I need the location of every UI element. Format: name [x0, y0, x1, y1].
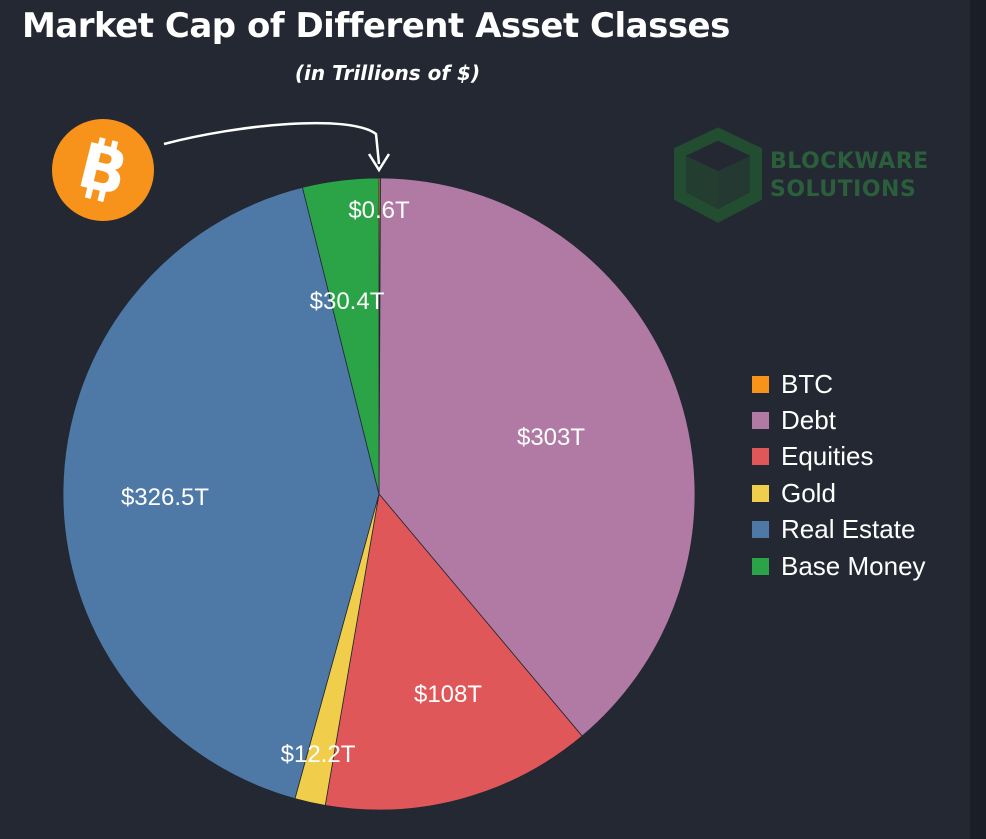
legend-item-base-money: Base Money: [752, 548, 926, 584]
pie-slice-base-money: [301, 177, 380, 495]
bitcoin-icon: B: [52, 119, 154, 221]
blockware-logo-text: BLOCKWARE SOLUTIONS: [770, 148, 929, 204]
legend-swatch: [752, 412, 769, 430]
legend-item-btc: BTC: [752, 366, 926, 402]
data-label-gold: $12.2T: [281, 741, 356, 768]
legend-item-debt: Debt: [752, 402, 926, 438]
legend-swatch: [752, 448, 769, 466]
data-label-base-money: $30.4T: [310, 288, 385, 315]
legend-label: Base Money: [781, 550, 926, 581]
data-label-equities: $108T: [414, 681, 482, 708]
legend-label: Equities: [781, 441, 874, 472]
chart-subtitle: (in Trillions of $): [294, 61, 481, 85]
right-edge-strip: [970, 0, 986, 839]
legend-item-equities: Equities: [752, 439, 926, 475]
chart-legend: BTC Debt Equities Gold Real Estate Base Money: [752, 366, 926, 584]
logo-line-1: BLOCKWARE: [770, 149, 929, 174]
legend-swatch: [752, 375, 769, 393]
legend-label: BTC: [781, 368, 833, 399]
data-label-debt: $303T: [517, 424, 585, 451]
pie-slice-real-estate: [62, 186, 380, 800]
legend-label: Gold: [781, 477, 836, 508]
legend-label: Debt: [781, 405, 836, 436]
legend-item-gold: Gold: [752, 475, 926, 511]
pie-slice-equities: [324, 493, 583, 811]
legend-swatch: [752, 557, 769, 575]
legend-item-real-estate: Real Estate: [752, 512, 926, 548]
legend-swatch: [752, 521, 769, 539]
pointer-arrow-icon: [163, 121, 391, 173]
pie-slice-debt: [378, 177, 696, 737]
blockware-logo-icon: [674, 127, 762, 223]
data-label-real-estate: $326.5T: [121, 484, 209, 511]
legend-label: Real Estate: [781, 514, 916, 545]
logo-line-2: SOLUTIONS: [770, 177, 917, 202]
legend-swatch: [752, 484, 769, 502]
chart-title: Market Cap of Different Asset Classes: [22, 6, 730, 46]
data-label-btc: $0.6T: [348, 197, 410, 224]
